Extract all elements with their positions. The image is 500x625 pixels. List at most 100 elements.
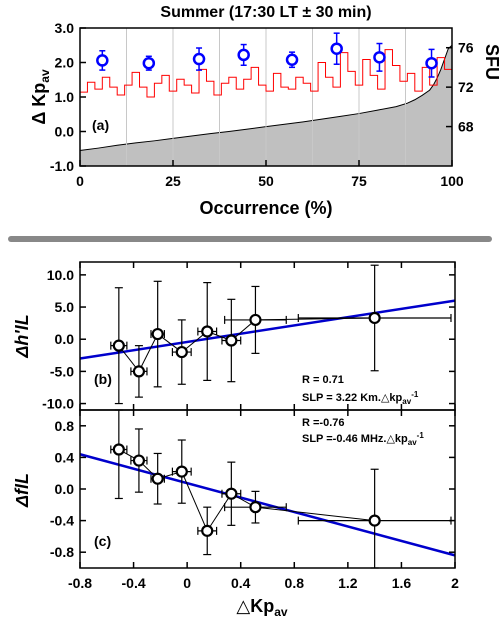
stat-slp-b-sup: -1 [411,390,419,399]
kp-point [285,53,299,66]
data-point [175,465,188,478]
x-tick-label: 0 [76,173,84,189]
y-tick-label: -0.4 [50,513,74,529]
data-point [225,334,238,347]
panel-separator [8,236,492,242]
stat-slp-b-text: SLP = 3.22 Km.△kp [302,392,403,404]
connecting-line [255,506,375,522]
stat-slp-c-sup: -1 [417,431,425,440]
kp-point [192,52,206,66]
y-tick-label: 0.0 [55,331,75,347]
x-ticks-b [79,262,456,410]
stat-slp-c-sub: av [408,438,417,447]
data-point [249,313,262,327]
y-axis-title-b: Δh'IL [12,314,32,358]
data-point [368,311,381,325]
sfu-line [80,39,453,98]
panel-a: Summer (17:30 LT ± 30 min) 0 25 50 75 100 -1… [29,4,500,218]
stat-slp-b-sub: av [402,397,411,406]
kp-point [330,42,343,55]
y2-tick-label: 76 [458,40,474,56]
x-ticks-c: -0.8 -0.4 0 0.4 0.8 1.2 1.6 2 [68,410,459,591]
stat-slp-c-text: SLP =-0.46 MHz.△kp [302,433,408,445]
stat-r-b: R = 0.71 [302,374,344,386]
kp-point [425,56,438,70]
points-layer-b [110,264,452,405]
regression-line [79,299,456,360]
y2-tick-label: 68 [458,119,474,135]
kp-point [96,54,109,67]
kp-points-layer [96,32,438,78]
y-tick-label: -10.0 [42,396,74,412]
y-ticks-a: -1.0 0.0 1.0 2.0 3.0 [50,20,86,174]
x-tick-label: 2 [451,575,459,591]
points-layer-c [110,409,452,569]
x-axis-title-c: △Kpav [236,596,288,619]
x-tick-label: 0.8 [285,575,305,591]
data-point [112,339,125,352]
data-point [151,327,164,341]
stat-slp-b: SLP = 3.22 Km.△kpav-1 [302,390,419,406]
data-point [201,325,214,338]
x-ticks-a: 0 25 50 75 100 [76,160,464,189]
x-tick-label: 0.4 [231,575,251,591]
kp-point [373,51,386,64]
y-tick-label: 1.0 [55,89,75,105]
y-axis-title-sub: av [38,69,52,83]
x-tick-label: 50 [258,173,274,189]
x-tick-label: 1.2 [338,575,358,591]
x-tick-label: 100 [440,173,464,189]
kp-point [237,48,250,62]
x-tick-label: 25 [165,173,181,189]
y-tick-label: -5.0 [50,363,74,379]
data-point [132,454,146,467]
panel-label-a: (a) [92,117,109,133]
data-point [151,472,164,485]
x-axis-title-c-text: △Kp [236,596,274,616]
data-point [132,365,146,378]
panel-c: 0.8 0.4 0.0 -0.4 -0.8 -0.8 -0.4 0 0.4 0.8 1.2 1.6 2… [12,409,459,619]
y-ticks-c: 0.8 0.4 0.0 -0.4 -0.8 [50,418,455,560]
x-tick-label: -0.4 [122,575,146,591]
regression-line [79,453,456,557]
data-point [112,443,125,456]
x-axis-title-a: Occurrence (%) [199,198,332,218]
y-tick-label: 0.4 [55,449,75,465]
data-point [368,514,381,527]
fit-line-b [79,299,456,360]
y2-tick-label: 72 [458,79,474,95]
data-point [201,524,214,537]
stat-r-c: R =-0.76 [302,417,345,429]
panel-b: 10.0 5.0 0.0 -5.0 -10.0 (b) R = 0.71 SLP = 3… [12,261,456,412]
y-tick-label: -1.0 [50,158,74,174]
grid-lines [126,28,406,166]
plot-frame-b [79,261,456,411]
y-axis-title-a: Δ Kpav [29,69,52,125]
y2-axis-title: SFU [482,44,500,80]
y-tick-label: 3.0 [55,20,75,36]
y2-ticks-a: 68 72 76 [446,40,474,135]
x-tick-label: 0 [183,575,191,591]
y-tick-label: 0.8 [55,418,75,434]
x-axis-title-c-sub: av [274,605,288,619]
fit-line-c [79,453,456,557]
x-tick-label: 1.6 [392,575,412,591]
y-tick-label: 5.0 [55,299,75,315]
x-tick-label: 75 [351,173,367,189]
x-tick-label: -0.8 [68,575,92,591]
stat-slp-c: SLP =-0.46 MHz.△kpav-1 [302,431,424,447]
y-tick-label: -0.8 [50,544,74,560]
y-tick-label: 2.0 [55,55,75,71]
y-ticks-b: 10.0 5.0 0.0 -5.0 -10.0 [42,267,455,412]
kp-point [142,56,156,70]
y-tick-label: 0.0 [55,481,75,497]
sfu-line-layer [80,39,453,98]
data-point [249,501,262,514]
chart-title: Summer (17:30 LT ± 30 min) [160,4,371,21]
y-axis-title-text: Kp [29,83,49,107]
data-point [225,487,238,500]
data-point [175,345,188,359]
panel-label-b: (b) [94,371,112,387]
y-tick-label: 10.0 [47,267,74,283]
